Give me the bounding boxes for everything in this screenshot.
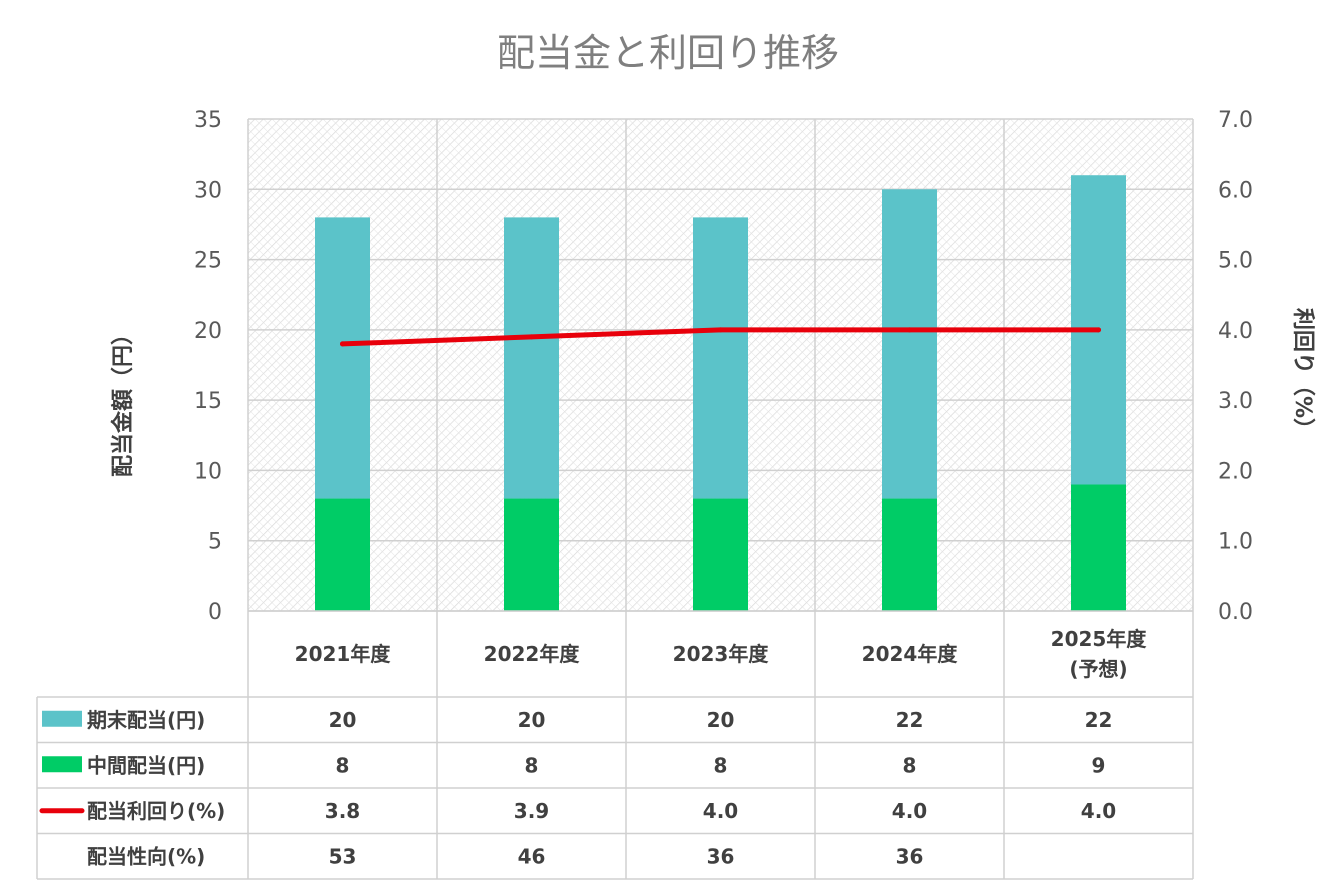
y-left-tick-label: 5 [208, 530, 222, 555]
category-label: 2023年度 [673, 642, 770, 666]
y-left-tick-label: 35 [194, 108, 222, 133]
bar-segment [882, 498, 937, 611]
table-cell: 3.9 [514, 799, 549, 823]
bar-segment [1071, 484, 1126, 611]
y-left-tick-label: 10 [194, 459, 222, 484]
table-cell: 3.8 [325, 799, 360, 823]
bar-segment [315, 498, 370, 611]
category-label: 2024年度 [862, 642, 959, 666]
y-right-tick-label: 7.0 [1218, 108, 1253, 133]
y-right-tick-label: 2.0 [1218, 459, 1253, 484]
bar-segment [882, 189, 937, 499]
table-cell: 22 [896, 708, 924, 732]
y-right-tick-label: 3.0 [1218, 389, 1253, 414]
y-left-tick-label: 15 [194, 389, 222, 414]
category-label: 2021年度 [295, 642, 392, 666]
y-right-tick-label: 1.0 [1218, 530, 1253, 555]
table-cell: 8 [903, 753, 917, 777]
y-left-tick-label: 0 [208, 600, 222, 625]
yield-point [529, 334, 534, 340]
y-right-axis-title: 利回り（%） [1290, 308, 1315, 440]
category-label: 2022年度 [484, 642, 581, 666]
table-cell: 36 [707, 844, 735, 868]
y-left-axis-title: 配当金額（円） [110, 323, 136, 477]
table-row-label: 期末配当(円) [87, 708, 205, 732]
y-right-tick-label: 4.0 [1218, 319, 1253, 344]
table-cell: 9 [1092, 753, 1106, 777]
table-cell: 8 [525, 753, 539, 777]
table-cell: 53 [329, 844, 357, 868]
table-row-label: 中間配当(円) [87, 753, 205, 777]
table-cell: 4.0 [703, 799, 738, 823]
legend-swatch [42, 756, 82, 773]
table-cell: 22 [1085, 708, 1113, 732]
table-cell: 20 [707, 708, 735, 732]
yield-point [340, 341, 345, 347]
y-right-tick-label: 5.0 [1218, 249, 1253, 274]
y-left-tick-label: 20 [194, 319, 222, 344]
table-cell: 8 [336, 753, 350, 777]
yield-point [718, 327, 723, 333]
bar-segment [693, 217, 748, 499]
bar-segment [504, 217, 559, 499]
table-cell: 20 [518, 708, 546, 732]
bar-segment [504, 498, 559, 611]
bar-segment [315, 217, 370, 499]
legend-swatch [42, 710, 82, 727]
table-cell: 20 [329, 708, 357, 732]
y-left-tick-label: 30 [194, 178, 222, 203]
table-row-label: 配当性向(%) [87, 844, 205, 868]
table-cell: 4.0 [892, 799, 927, 823]
yield-point [1096, 327, 1101, 333]
category-label: 2025年度 [1051, 627, 1148, 651]
table-cell: 4.0 [1081, 799, 1116, 823]
y-left-tick-label: 25 [194, 249, 222, 274]
y-right-tick-label: 6.0 [1218, 178, 1253, 203]
table-cell: 46 [518, 844, 546, 868]
bar-segment [693, 498, 748, 611]
category-label: (予想) [1069, 657, 1127, 681]
table-row-label: 配当利回り(%) [87, 799, 225, 823]
chart-title: 配当金と利回り推移 [497, 31, 839, 75]
table-cell: 36 [896, 844, 924, 868]
table-cell: 8 [714, 753, 728, 777]
yield-point [907, 327, 912, 333]
y-right-tick-label: 0.0 [1218, 600, 1253, 625]
